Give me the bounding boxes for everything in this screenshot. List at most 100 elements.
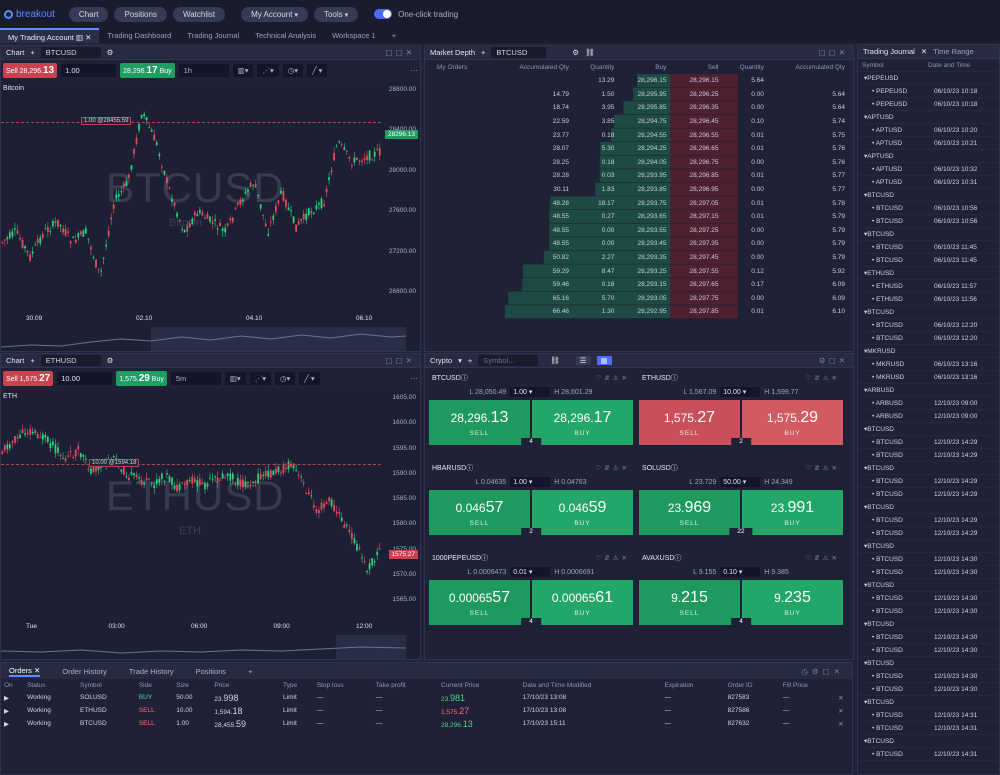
add-icon[interactable]: +	[248, 666, 253, 676]
list-item[interactable]: • ETHUSD 06/10/23 11:57	[858, 280, 999, 293]
list-view-icon[interactable]: ☰	[575, 356, 591, 365]
list-item[interactable]: • BTCUSD 12/10/23 14:31	[858, 709, 999, 722]
depth-row[interactable]: 65.16 5.70 28,293.05 28,297.75 0.00 6.09	[425, 292, 853, 306]
info-icon[interactable]: ⓘ	[481, 555, 489, 562]
tile-buy-button[interactable]: 23.991 BUY	[742, 490, 843, 535]
journal-group[interactable]: ▾ BTCUSD	[858, 462, 999, 475]
tab-technical-analysis[interactable]: Technical Analysis	[255, 31, 317, 40]
tile-sell-button[interactable]: 0.04657 SELL	[429, 490, 530, 535]
list-item[interactable]: • APTUSD 06/10/23 10:20	[858, 124, 999, 137]
expand-icon[interactable]: ▶	[4, 720, 9, 728]
more-icon[interactable]: ⋯	[410, 373, 418, 383]
window-controls-icon[interactable]: ◷⚙▢✕	[801, 666, 844, 676]
time-range-tab[interactable]: Time Range	[933, 47, 974, 56]
list-item[interactable]: • BTCUSD 12/10/23 14:30	[858, 566, 999, 579]
journal-group[interactable]: ▾ APTUSD	[858, 150, 999, 163]
depth-row[interactable]: 59.46 0.18 28,293.15 28,297.65 0.17 6.09	[425, 278, 853, 292]
list-item[interactable]: • BTCUSD 12/10/23 14:30	[858, 683, 999, 696]
panel-title[interactable]: Trading Journal	[863, 47, 915, 56]
quantity-input[interactable]: 1.00	[61, 63, 117, 77]
list-item[interactable]: • PEPEUSD 06/10/23 10:18	[858, 98, 999, 111]
order-label[interactable]: 10.00 @1594.18	[89, 459, 140, 467]
tile-buy-button[interactable]: 0.04659 BUY	[532, 490, 633, 535]
order-label[interactable]: 1.00 @28455.59	[81, 117, 132, 125]
list-item[interactable]: • APTUSD 06/10/23 10:21	[858, 137, 999, 150]
list-item[interactable]: • BTCUSD 12/10/23 14:30	[858, 553, 999, 566]
tools-dropdown[interactable]: Tools	[313, 6, 359, 22]
table-row[interactable]: ▶ Working BTCUSD SELL 1.00 28,455.59 Limit — — 28…	[1, 717, 852, 730]
list-item[interactable]: • BTCUSD 12/10/23 14:30	[858, 631, 999, 644]
window-controls-icon[interactable]: ⚙▢✕	[818, 356, 848, 365]
indicators-icon[interactable]: ⋰▾	[249, 371, 271, 385]
list-item[interactable]: • BTCUSD 12/10/23 14:29	[858, 475, 999, 488]
list-item[interactable]: • MKRUSD 06/10/23 13:16	[858, 358, 999, 371]
add-icon[interactable]: +	[467, 356, 473, 365]
journal-group[interactable]: ▾ PEPEUSD	[858, 72, 999, 85]
grid-view-icon[interactable]: ▦	[596, 356, 612, 365]
clock-icon[interactable]: ◷▾	[274, 371, 296, 385]
table-row[interactable]: ▶ Working ETHUSD SELL 10.00 1,594.18 Limit — — 1,…	[1, 704, 852, 717]
list-item[interactable]: • BTCUSD 06/10/23 11:45	[858, 241, 999, 254]
navigator[interactable]	[1, 635, 411, 660]
drawing-tool-icon[interactable]: ╱ ▾	[307, 63, 328, 77]
tab-order-history[interactable]: Order History	[62, 666, 107, 676]
nav-positions-button[interactable]: Positions	[114, 6, 167, 22]
account-dropdown[interactable]: My Account	[241, 6, 308, 22]
interval-dropdown[interactable]: 5m	[170, 371, 221, 385]
symbol-search-input[interactable]: Symbol...	[478, 355, 539, 366]
list-item[interactable]: • BTCUSD 12/10/23 14:29	[858, 527, 999, 540]
depth-row[interactable]: 30.11 1.83 28,293.85 28,296.95 0.00 5.77	[425, 183, 853, 197]
gear-icon[interactable]: ⚙	[106, 356, 114, 365]
chart-area[interactable]: ETH ETHUSD ETH 10.00 @1594.18 1605.00 160…	[1, 390, 420, 660]
tab-trading-journal[interactable]: Trading Journal	[187, 31, 240, 40]
depth-row[interactable]: 18.74 3.95 28,295.85 28,296.35 0.00 5.64	[425, 101, 853, 115]
table-row[interactable]: ▶ Working SOLUSD BUY 50.00 23.998 Limit — — 23.98…	[1, 691, 852, 704]
journal-group[interactable]: ▾ ETHUSD	[858, 267, 999, 280]
info-icon[interactable]: ⓘ	[670, 375, 678, 382]
info-icon[interactable]: ⓘ	[670, 465, 678, 472]
add-icon[interactable]: +	[481, 48, 486, 57]
list-item[interactable]: • BTCUSD 12/10/23 14:29	[858, 514, 999, 527]
depth-row[interactable]: 28.25 0.18 28,294.05 28,296.75 0.00 5.76	[425, 156, 853, 170]
quantity-input[interactable]: 10.00	[57, 371, 113, 385]
journal-group[interactable]: ▾ BTCUSD	[858, 735, 999, 748]
list-item[interactable]: • BTCUSD 12/10/23 14:30	[858, 592, 999, 605]
depth-row[interactable]: 14.79 1.50 28,295.95 28,296.25 0.00 5.64	[425, 88, 853, 102]
tile-buy-button[interactable]: 28,296.17 BUY	[532, 400, 633, 445]
tile-controls-icon[interactable]: ♡⇵⚠✕	[805, 465, 840, 472]
tab-orders[interactable]: Orders ✕	[9, 665, 41, 677]
tile-controls-icon[interactable]: ♡⇵⚠✕	[595, 465, 630, 472]
cancel-order-icon[interactable]: ✕	[838, 707, 844, 715]
nav-chart-button[interactable]: Chart	[68, 6, 109, 22]
list-item[interactable]: • BTCUSD 06/10/23 11:45	[858, 254, 999, 267]
clock-icon[interactable]: ◷▾	[282, 63, 304, 77]
journal-group[interactable]: ▾ BTCUSD	[858, 423, 999, 436]
journal-group[interactable]: ▾ BTCUSD	[858, 306, 999, 319]
window-controls-icon[interactable]: ▢▢✕	[385, 356, 415, 365]
tab-trading-dashboard[interactable]: Trading Dashboard	[107, 31, 172, 40]
depth-row[interactable]: 48.55 0.27 28,293.65 28,297.15 0.01 5.79	[425, 210, 853, 224]
depth-row[interactable]: 13.29 28,296.15 28,296.15 5.64	[425, 74, 853, 88]
list-item[interactable]: • BTCUSD 12/10/23 14:30	[858, 605, 999, 618]
add-icon[interactable]: +	[30, 48, 35, 57]
journal-group[interactable]: ▾ ARBUSD	[858, 384, 999, 397]
journal-group[interactable]: ▾ APTUSD	[858, 111, 999, 124]
gear-icon[interactable]: ⚙	[572, 48, 580, 57]
depth-row[interactable]: 48.55 0.00 28,293.55 28,297.25 0.00 5.79	[425, 224, 853, 238]
journal-group[interactable]: ▾ BTCUSD	[858, 228, 999, 241]
info-icon[interactable]: ⓘ	[460, 375, 468, 382]
symbol-input[interactable]: ETHUSD	[40, 355, 101, 366]
nav-watchlist-button[interactable]: Watchlist	[172, 6, 226, 22]
chart-area[interactable]: Bitcoin BTCUSD Bitcoin 1.00 @28455.59 28…	[1, 82, 420, 352]
navigator[interactable]	[1, 327, 411, 352]
window-controls-icon[interactable]: ▢▢✕	[818, 48, 848, 57]
list-item[interactable]: • BTCUSD 12/10/23 14:31	[858, 748, 999, 761]
drawing-tool-icon[interactable]: ╱ ▾	[299, 371, 320, 385]
info-icon[interactable]: ⓘ	[674, 555, 682, 562]
journal-group[interactable]: ▾ BTCUSD	[858, 501, 999, 514]
add-icon[interactable]: +	[30, 356, 35, 365]
tile-buy-button[interactable]: 0.0006561 BUY	[532, 580, 633, 625]
tile-buy-button[interactable]: 1,575.29 BUY	[742, 400, 843, 445]
tile-buy-button[interactable]: 9.235 BUY	[742, 580, 843, 625]
lot-size-select[interactable]: 0.10 ▾	[720, 567, 761, 577]
